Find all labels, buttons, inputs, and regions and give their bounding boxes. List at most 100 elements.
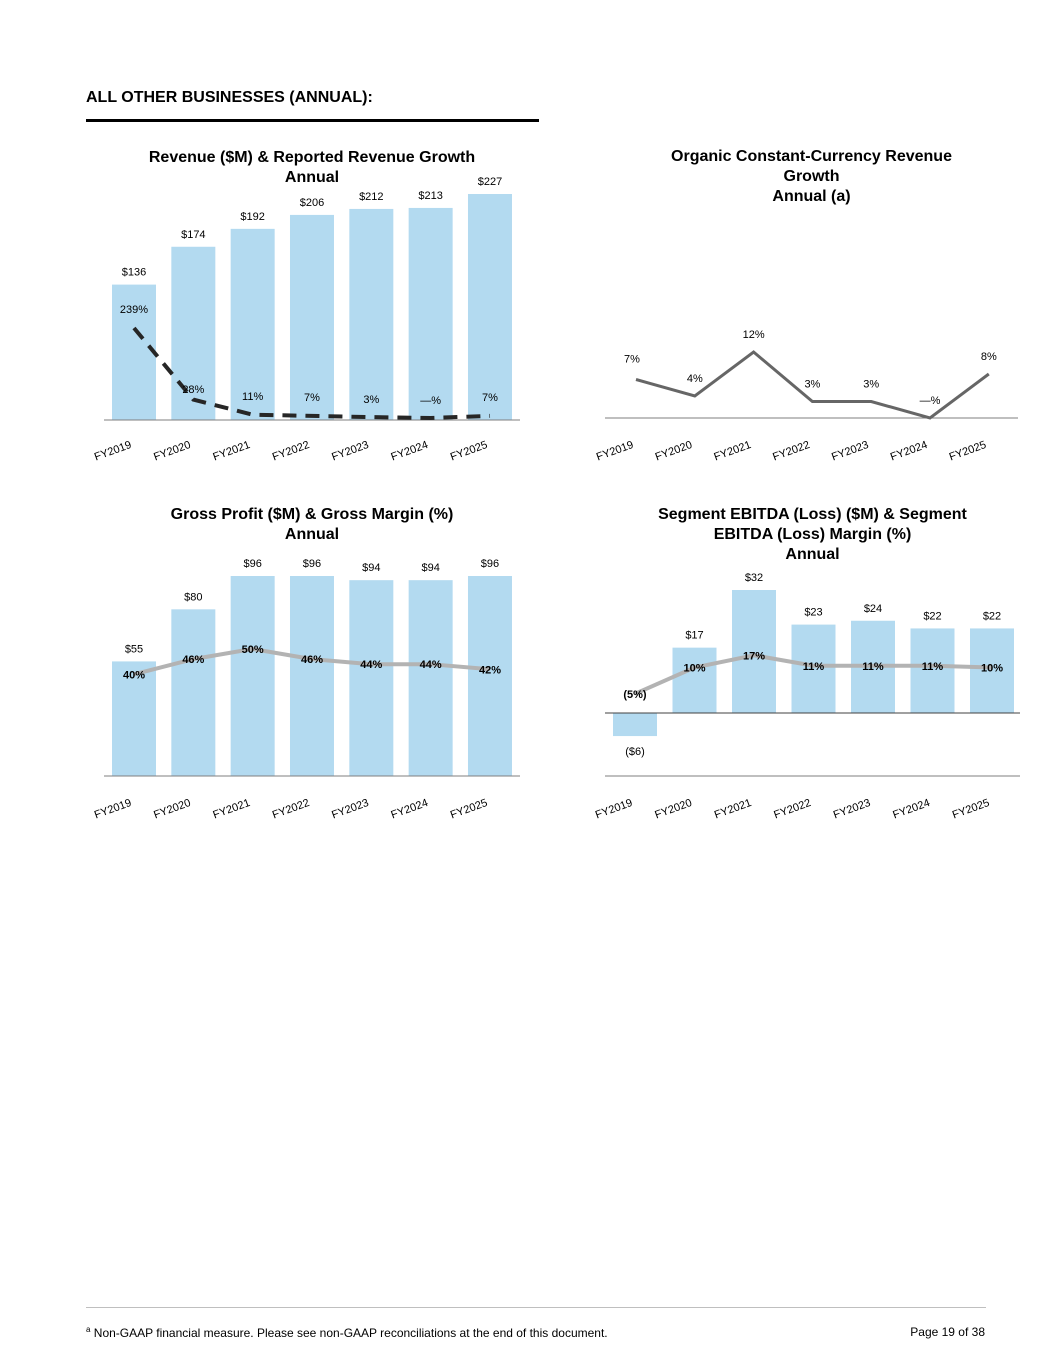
x-tick-label: FY2020 (152, 797, 192, 821)
margin-label: 40% (123, 669, 145, 681)
x-tick-label: FY2024 (889, 439, 929, 463)
chart-title-line: Segment EBITDA (Loss) ($M) & Segment (658, 506, 967, 523)
growth-label: 7% (304, 392, 320, 404)
bar (408, 580, 453, 776)
bar (289, 214, 334, 420)
section-title: ALL OTHER BUSINESSES (ANNUAL): (86, 89, 373, 106)
revenue-chart: Revenue ($M) & Reported Revenue Growth An… (93, 149, 520, 463)
growth-label: 12% (743, 329, 765, 341)
bar (408, 207, 453, 420)
bar-value-label: $96 (243, 558, 261, 570)
margin-label: 11% (862, 661, 884, 673)
bar-value-label: $94 (421, 562, 439, 574)
footer-divider (86, 1307, 986, 1308)
margin-label: (5%) (623, 689, 647, 701)
margin-label: 46% (182, 654, 204, 666)
growth-label: 11% (242, 391, 263, 403)
bar-value-label: $55 (125, 643, 143, 655)
x-tick-label: FY2022 (772, 797, 812, 821)
bar (230, 228, 275, 420)
bar-value-label: $23 (804, 607, 822, 619)
bar-value-label: $136 (122, 267, 146, 279)
bar (112, 661, 156, 776)
growth-label: 4% (687, 373, 703, 385)
x-tick-label: FY2019 (595, 439, 635, 463)
bar-value-label: $96 (481, 558, 499, 570)
x-tick-label: FY2024 (389, 439, 429, 463)
chart-title: Gross Profit ($M) & Gross Margin (%) Annu… (171, 506, 454, 543)
x-tick-label: FY2021 (712, 439, 752, 463)
chart-title-line: Organic Constant-Currency Revenue (671, 148, 952, 165)
bar (613, 713, 657, 737)
footnote: a Non-GAAP financial measure. Please see… (86, 1325, 608, 1340)
bar-value-label: $24 (864, 603, 882, 615)
bar (791, 624, 836, 713)
chart-title-line: EBITDA (Loss) Margin (%) (714, 526, 912, 543)
chart-title: Revenue ($M) & Reported Revenue Growth An… (149, 149, 475, 186)
section-divider (86, 119, 539, 122)
bar-value-label: $96 (303, 558, 321, 570)
chart-title-line: Growth (784, 168, 840, 185)
growth-label: 7% (624, 354, 640, 366)
growth-line (132, 326, 491, 421)
margin-line (133, 646, 491, 677)
x-tick-label: FY2023 (330, 439, 370, 463)
bar-value-label: $227 (478, 176, 502, 188)
organic-growth-chart: Organic Constant-Currency Revenue Growth A… (595, 148, 1018, 463)
growth-label: 28% (182, 384, 204, 396)
chart-title-line: Annual (a) (772, 188, 850, 205)
bar (289, 576, 334, 776)
x-tick-label: FY2022 (271, 797, 311, 821)
chart-title: Segment EBITDA (Loss) ($M) & Segment EBIT… (658, 506, 967, 563)
margin-label: 10% (981, 663, 1003, 675)
x-tick-label: FY2023 (832, 797, 872, 821)
bar-value-label: $22 (983, 610, 1001, 622)
bar-value-label: $32 (745, 572, 763, 584)
x-tick-label: FY2020 (152, 439, 192, 463)
chart-title-line: Annual (285, 169, 339, 186)
bar-value-label: $22 (923, 610, 941, 622)
x-tick-label: FY2023 (830, 439, 870, 463)
x-tick-label: FY2023 (330, 797, 370, 821)
margin-label: 46% (301, 654, 323, 666)
x-tick-label: FY2025 (449, 797, 489, 821)
margin-label: 42% (479, 664, 501, 676)
chart-title-line: Gross Profit ($M) & Gross Margin (%) (171, 506, 454, 523)
x-tick-label: FY2021 (713, 797, 753, 821)
chart-title-line: Annual (285, 526, 339, 543)
margin-label: 50% (242, 644, 264, 656)
bar-value-label: $212 (359, 191, 383, 203)
bar-value-label: $192 (240, 211, 264, 223)
x-tick-label: FY2019 (594, 797, 634, 821)
growth-label: 3% (363, 394, 379, 406)
growth-label: 3% (804, 379, 820, 391)
chart-title-line: Annual (785, 546, 839, 563)
gross-profit-chart: Gross Profit ($M) & Gross Margin (%) Annu… (93, 506, 520, 821)
x-tick-label: FY2024 (891, 797, 931, 821)
x-tick-label: FY2019 (93, 439, 133, 463)
x-tick-label: FY2022 (271, 439, 311, 463)
bar (910, 628, 955, 713)
bar (230, 576, 275, 776)
bar (970, 628, 1014, 713)
chart-title: Organic Constant-Currency Revenue Growth A… (671, 148, 952, 205)
margin-label: 17% (743, 650, 765, 662)
x-tick-label: FY2019 (93, 797, 133, 821)
bar (171, 246, 216, 420)
bar (349, 208, 394, 420)
bar-value-label: $206 (300, 197, 324, 209)
growth-label: 239% (120, 304, 148, 316)
bar (467, 194, 512, 420)
x-tick-label: FY2021 (211, 439, 251, 463)
x-tick-label: FY2021 (211, 797, 251, 821)
x-tick-label: FY2020 (654, 439, 694, 463)
margin-label: 11% (922, 661, 944, 673)
bar (112, 284, 156, 420)
footnote-marker: a (86, 1325, 91, 1334)
growth-label: —% (920, 395, 941, 407)
margin-line (634, 653, 993, 696)
page-number: Page 19 of 38 (910, 1325, 985, 1339)
bar (672, 647, 717, 713)
x-tick-label: FY2025 (449, 439, 489, 463)
bar (467, 576, 512, 776)
